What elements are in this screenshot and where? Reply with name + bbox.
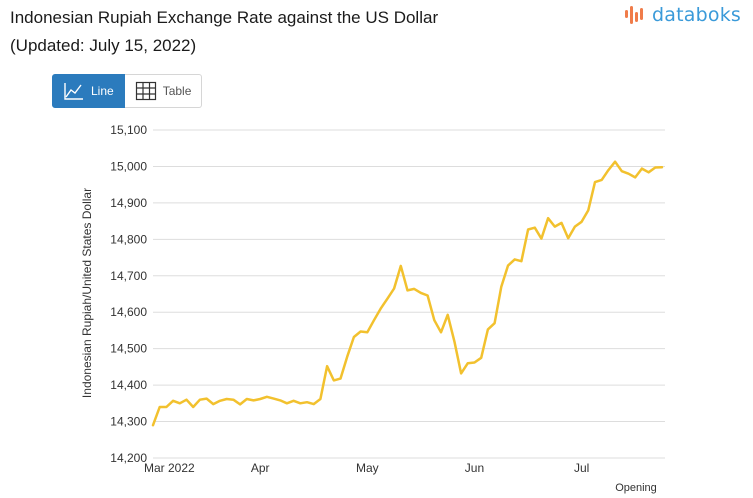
data-point[interactable] — [611, 158, 619, 166]
data-point[interactable] — [430, 316, 438, 324]
data-point[interactable] — [598, 176, 606, 184]
data-point[interactable] — [578, 218, 586, 226]
line-view-label: Line — [91, 84, 114, 98]
data-point[interactable] — [537, 235, 545, 243]
grid-lines — [153, 129, 665, 459]
data-point[interactable] — [437, 328, 445, 336]
x-tick-label: Jul — [574, 461, 589, 475]
data-point[interactable] — [631, 173, 639, 181]
data-point[interactable] — [229, 396, 237, 404]
data-point[interactable] — [303, 398, 311, 406]
x-tick-label: Mar 2022 — [144, 461, 195, 475]
data-point[interactable] — [504, 262, 512, 270]
data-point[interactable] — [491, 319, 499, 327]
table-view-label: Table — [162, 84, 192, 98]
series-caption: Opening — [615, 482, 657, 494]
data-point[interactable] — [182, 396, 190, 404]
bars-logo-icon — [625, 6, 644, 24]
y-tick-label: 14,300 — [110, 415, 147, 429]
data-point[interactable] — [149, 421, 157, 429]
data-point[interactable] — [531, 224, 539, 232]
data-point[interactable] — [310, 400, 318, 408]
data-point[interactable] — [410, 285, 418, 293]
y-axis-title: Indonesian Rupiah/United States Dollar — [80, 188, 94, 398]
data-point[interactable] — [484, 325, 492, 333]
data-point[interactable] — [162, 403, 170, 411]
data-point[interactable] — [544, 214, 552, 222]
table-view-button[interactable]: Table — [124, 74, 203, 108]
data-point[interactable] — [343, 353, 351, 361]
data-point[interactable] — [363, 328, 371, 336]
data-point[interactable] — [558, 219, 566, 227]
data-point[interactable] — [383, 295, 391, 303]
data-point[interactable] — [604, 166, 612, 174]
y-tick-label: 14,900 — [110, 196, 147, 210]
data-point[interactable] — [203, 395, 211, 403]
data-point[interactable] — [330, 376, 338, 384]
data-point[interactable] — [517, 257, 525, 265]
data-point[interactable] — [450, 337, 458, 345]
data-point[interactable] — [571, 223, 579, 231]
y-tick-label: 14,400 — [110, 378, 147, 392]
data-point[interactable] — [564, 234, 572, 242]
data-point[interactable] — [397, 262, 405, 270]
data-point[interactable] — [236, 400, 244, 408]
series-layer — [149, 158, 666, 429]
data-point[interactable] — [377, 305, 385, 313]
chart-title: Indonesian Rupiah Exchange Rate against … — [10, 4, 570, 60]
data-point[interactable] — [444, 311, 452, 319]
data-point[interactable] — [477, 354, 485, 362]
data-point[interactable] — [296, 399, 304, 407]
data-point[interactable] — [323, 362, 331, 370]
x-axis-ticks: Mar 2022 Apr May Jun Jul — [144, 461, 589, 475]
data-point[interactable] — [658, 163, 666, 171]
data-point[interactable] — [404, 286, 412, 294]
data-point[interactable] — [497, 283, 505, 291]
chart-title-line2: (Updated: July 15, 2022) — [10, 36, 197, 55]
data-point[interactable] — [243, 395, 251, 403]
data-point[interactable] — [270, 395, 278, 403]
data-point[interactable] — [511, 255, 519, 263]
y-tick-label: 15,100 — [110, 123, 147, 137]
data-point[interactable] — [524, 225, 532, 233]
line-chart-icon — [64, 83, 83, 100]
data-point[interactable] — [189, 403, 197, 411]
data-point[interactable] — [424, 291, 432, 299]
x-tick-label: Apr — [251, 461, 270, 475]
chart-title-line1: Indonesian Rupiah Exchange Rate against … — [10, 8, 439, 27]
view-toggle: Line Table — [52, 74, 203, 108]
data-point[interactable] — [457, 369, 465, 377]
data-point[interactable] — [249, 396, 257, 404]
x-tick-label: Jun — [465, 461, 484, 475]
data-point[interactable] — [216, 397, 224, 405]
table-grid-icon — [135, 81, 156, 101]
y-tick-label: 14,700 — [110, 269, 147, 283]
y-tick-label: 14,200 — [110, 451, 147, 465]
databoks-logo[interactable]: databoks — [624, 4, 741, 26]
brand-name: databoks — [652, 4, 741, 26]
data-point[interactable] — [196, 396, 204, 404]
data-point[interactable] — [350, 333, 358, 341]
y-tick-label: 14,800 — [110, 232, 147, 246]
data-point[interactable] — [337, 375, 345, 383]
y-tick-label: 15,000 — [110, 159, 147, 173]
y-tick-label: 14,500 — [110, 342, 147, 356]
data-point[interactable] — [263, 393, 271, 401]
series-line-opening[interactable] — [151, 160, 664, 427]
data-point[interactable] — [584, 206, 592, 214]
data-point[interactable] — [645, 168, 653, 176]
x-tick-label: May — [356, 461, 379, 475]
line-view-button[interactable]: Line — [52, 74, 125, 108]
data-point[interactable] — [316, 395, 324, 403]
y-tick-label: 14,600 — [110, 305, 147, 319]
data-point[interactable] — [470, 359, 478, 367]
data-point[interactable] — [370, 316, 378, 324]
data-point[interactable] — [390, 285, 398, 293]
y-axis-ticks: 14,200 14,300 14,400 14,500 14,600 14,700 14,8… — [110, 123, 147, 465]
